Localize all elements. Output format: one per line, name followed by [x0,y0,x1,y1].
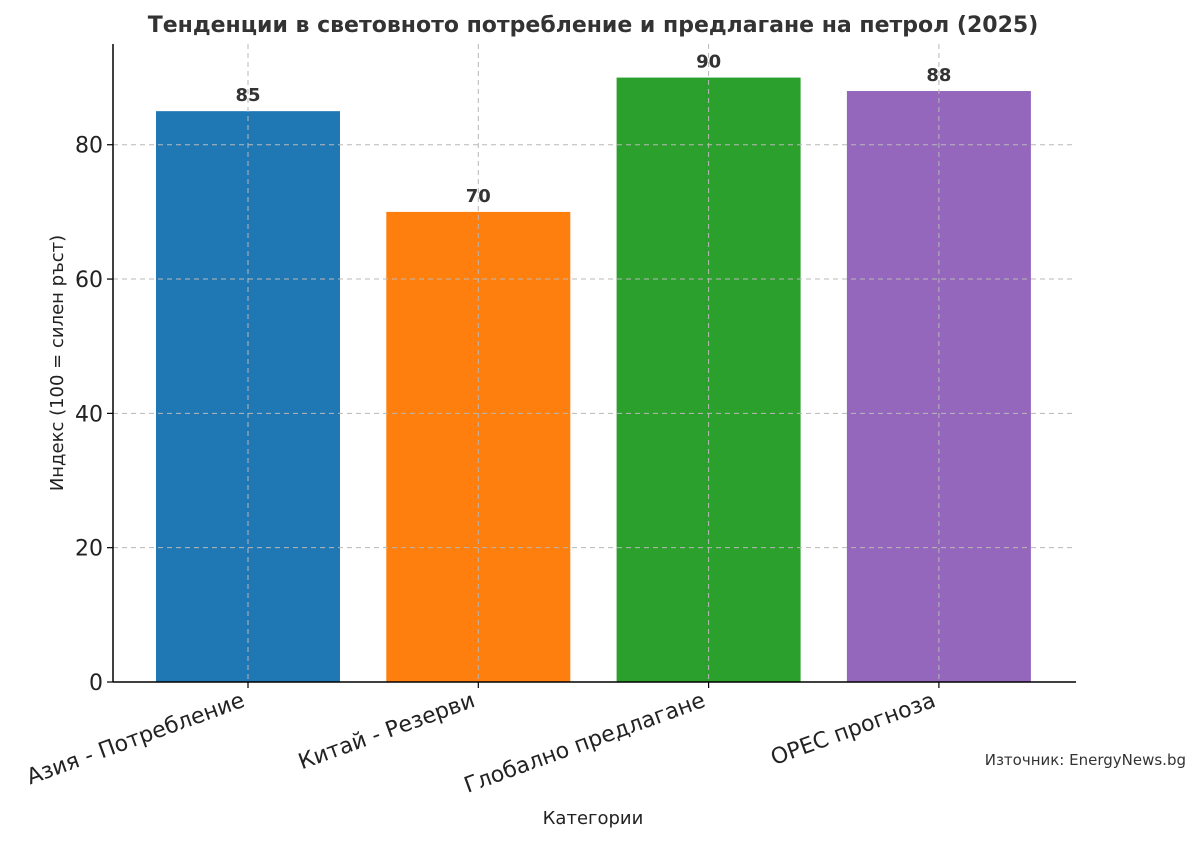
x-ticks: Азия - Потребление Китай - РезервиГлобалн… [23,682,940,799]
y-tick-label: 40 [75,402,103,427]
bar-value-label: 70 [466,186,491,207]
axes [112,44,1076,683]
x-tick-label: OPEC прогноза [768,688,939,771]
y-tick-label: 60 [75,268,103,293]
y-ticks: 0 20 40 60 80 [75,134,113,696]
x-axis-label: Категории [543,808,644,829]
bar-value-label: 85 [235,85,260,106]
bar-value-label: 90 [696,52,721,73]
y-tick-label: 20 [75,537,103,562]
data-labels: 85 70 90 88 [235,52,951,207]
bar-value-label: 88 [926,65,951,86]
y-tick-label: 0 [89,671,103,696]
bars [156,77,1031,683]
chart-title: Тенденции в световното потребление и пре… [148,13,1039,38]
x-tick-label: Азия - Потребление [23,688,248,790]
y-tick-label: 80 [75,134,103,159]
x-tick-label: Китай - Резерви [295,688,478,775]
x-tick-label: Глобално предлагане [461,688,709,799]
source-note: Източник: EnergyNews.bg [985,751,1186,769]
y-axis-label: Индекс (100 = силен ръст) [47,235,68,491]
